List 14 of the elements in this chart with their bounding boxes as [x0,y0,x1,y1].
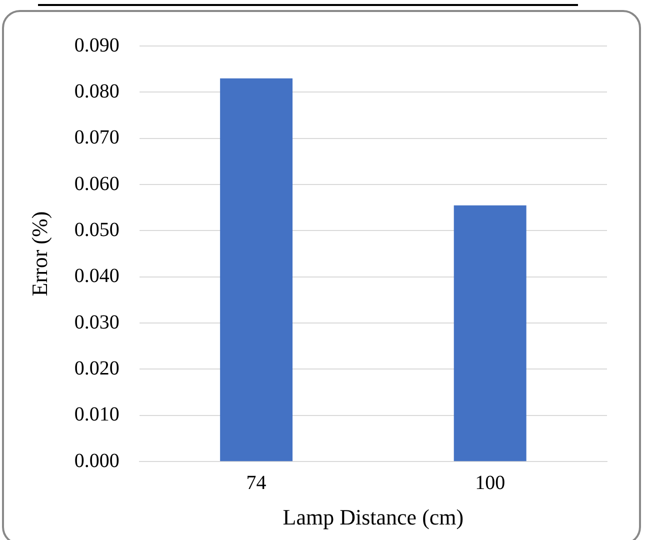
y-tick-label: 0.010 [74,404,120,426]
x-tick-label: 74 [246,472,266,494]
x-axis-title: Lamp Distance (cm) [282,504,464,530]
y-tick-label: 0.060 [74,172,120,195]
y-axis-title: Error (%) [26,211,52,296]
y-tick-label: 0.040 [74,265,120,288]
y-tick-label: 0.050 [74,218,120,241]
y-tick-label: 0.030 [74,311,120,334]
x-tick-label: 100 [475,472,506,494]
y-tick-label: 0.080 [74,80,120,102]
y-tick-label: 0.070 [74,126,120,149]
y-tick-label: 0.090 [74,34,120,56]
y-tick-label: 0.000 [74,450,120,472]
y-tick-label: 0.020 [74,357,120,380]
